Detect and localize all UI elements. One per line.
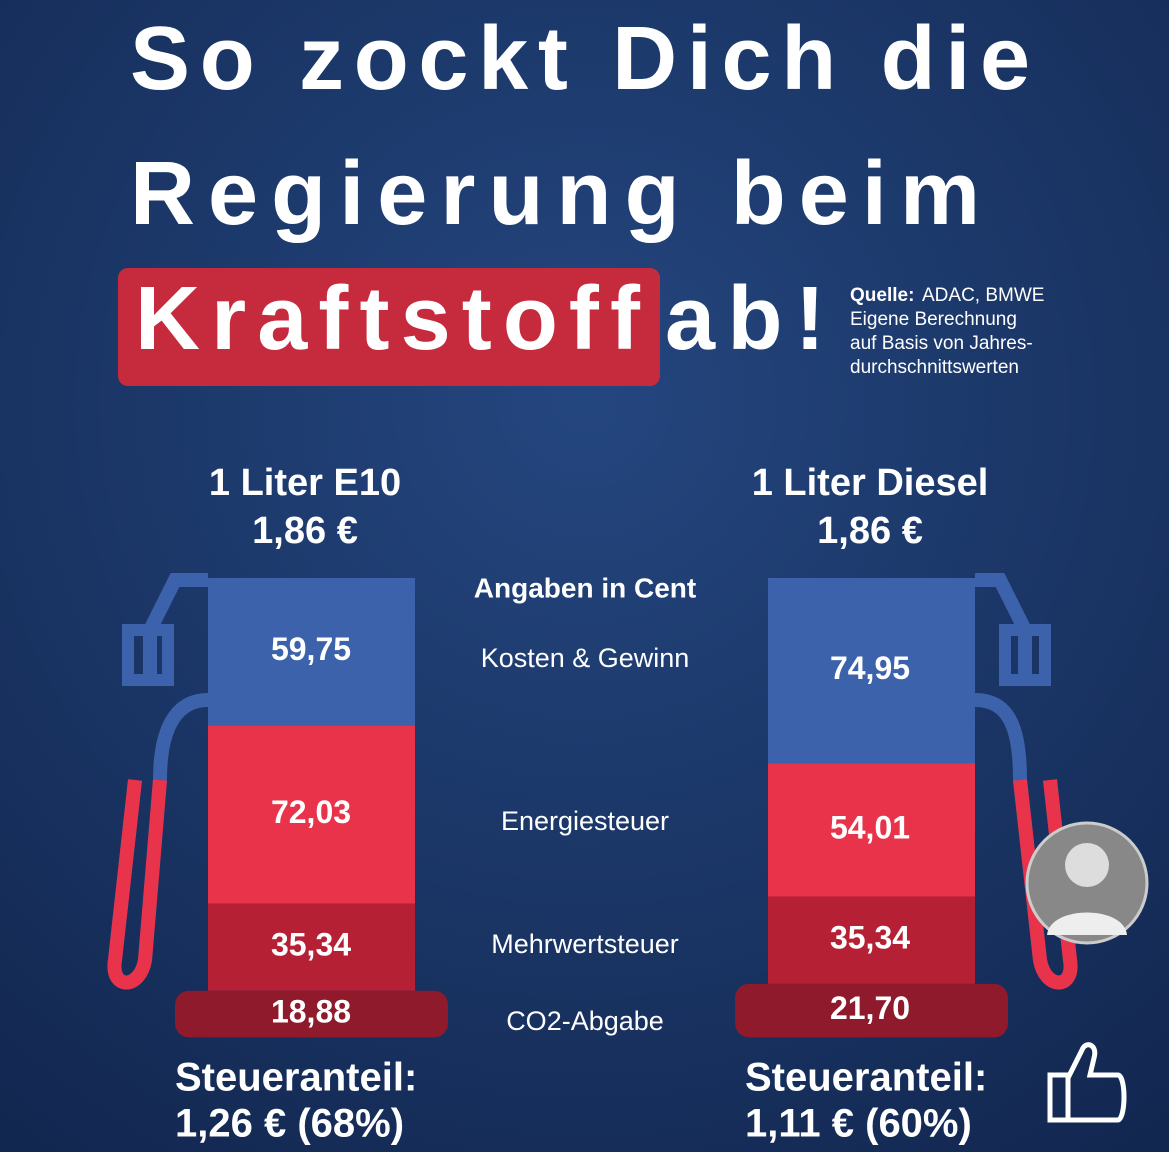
title-highlight: Kraftstoff (135, 269, 641, 369)
value-label: 21,70 (830, 990, 910, 1026)
source-note: durchschnittswerten (850, 357, 1019, 378)
hose (1013, 779, 1078, 990)
pump-price: 1,86 € (252, 510, 358, 552)
segment (735, 983, 1008, 1038)
hose (107, 779, 167, 990)
title-end: ab! (665, 269, 825, 369)
nozzle (999, 624, 1051, 686)
avatar-body (1047, 912, 1127, 935)
tax-value: 1,11 € (60%) (745, 1102, 972, 1146)
highlight-box (118, 268, 660, 386)
value-label: 18,88 (271, 994, 351, 1030)
pump-price: 1,86 € (817, 510, 923, 552)
tax-value: 1,26 € (68%) (175, 1102, 404, 1146)
component-label: Energiesteuer (501, 806, 669, 836)
segment (768, 763, 975, 897)
segment (208, 903, 415, 991)
value-label: 72,03 (271, 794, 351, 830)
value-label: 35,34 (271, 927, 351, 963)
component-label: Mehrwertsteuer (491, 929, 679, 959)
value-label: 59,75 (271, 631, 351, 667)
like-button[interactable] (1047, 1042, 1127, 1123)
value-label: 54,01 (830, 809, 910, 845)
pump-title: 1 Liter E10 (209, 462, 401, 504)
tax-title: Steueranteil: (745, 1056, 987, 1100)
unit-note: Angaben in Cent (474, 572, 696, 603)
component-label: Kosten & Gewinn (481, 643, 690, 673)
nozzle (122, 624, 174, 686)
title-line: So zockt Dich die (130, 9, 1030, 109)
source-note: Eigene Berechnung (850, 309, 1017, 330)
segment (208, 725, 415, 904)
source-label: Quelle: (850, 285, 914, 306)
pump-title: 1 Liter Diesel (752, 462, 989, 504)
segment (175, 990, 448, 1038)
segment (208, 578, 415, 726)
pumps: 1 Liter E10 1,86 € 59,75 72,03 35,34 18,88 Ste… (175, 462, 1008, 1146)
source-text: ADAC, BMWE (922, 285, 1044, 306)
value-label: 74,95 (830, 650, 910, 686)
tax-title: Steueranteil: (175, 1056, 417, 1100)
source-note: auf Basis von Jahres- (850, 333, 1033, 354)
value-label: 35,34 (830, 920, 910, 956)
segment (768, 578, 975, 764)
avatar-face (1065, 843, 1109, 887)
component-label: CO2-Abgabe (506, 1006, 664, 1036)
segment (768, 896, 975, 984)
